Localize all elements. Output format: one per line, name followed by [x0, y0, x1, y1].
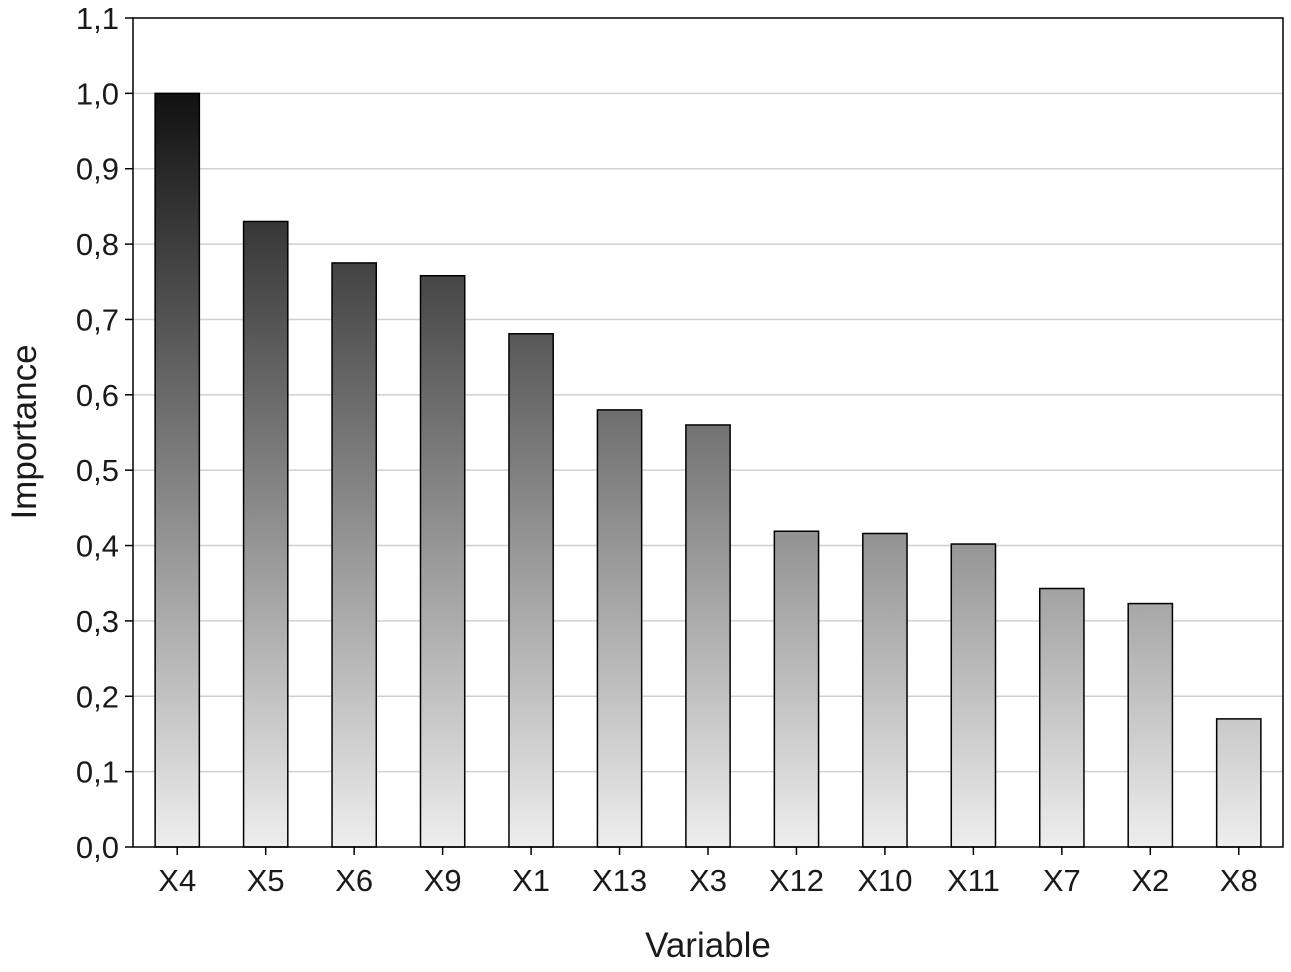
bar-x5 [242, 220, 289, 848]
bar-x13 [596, 409, 643, 848]
bar-x11 [950, 543, 997, 848]
y-tick-label: 0,0 [76, 830, 119, 865]
x-tick-label-x4: X4 [158, 863, 196, 898]
bar-x6 [331, 262, 378, 848]
y-axis-title: Importance [5, 344, 44, 519]
y-axis: 0,0 0,1 0,2 0,3 0,4 0,5 0,6 0,7 0,8 0,9 1,0 1,1 [76, 1, 133, 865]
y-tick-label: 0,2 [76, 679, 119, 714]
x-tick-label-x7: X7 [1043, 863, 1081, 898]
bar-x9 [419, 274, 466, 848]
bar-x2 [1127, 602, 1174, 848]
x-tick-label-x3: X3 [689, 863, 727, 898]
y-tick-label: 0,7 [76, 302, 119, 337]
x-axis: X4 X5 X6 X9 X1 X13 X3 X12 X10 X11 X7 X2 X8 [158, 847, 1258, 898]
y-tick-label: 0,1 [76, 755, 119, 790]
bar-x12 [773, 530, 820, 848]
y-tick-label: 1,1 [76, 1, 119, 36]
y-tick-label: 0,4 [76, 529, 119, 564]
x-tick-label-x5: X5 [247, 863, 285, 898]
x-tick-label-x11: X11 [947, 863, 1000, 898]
bar-x1 [508, 333, 554, 848]
x-tick-label-x13: X13 [592, 863, 647, 898]
bar-x8 [1215, 718, 1262, 848]
x-tick-label-x2: X2 [1131, 863, 1169, 898]
x-tick-label-x9: X9 [424, 863, 462, 898]
x-axis-title: Variable [645, 926, 771, 965]
y-tick-label: 0,3 [76, 604, 119, 639]
y-tick-label: 0,8 [76, 227, 119, 262]
bar-x7 [1038, 587, 1085, 848]
x-tick-label-x12: X12 [769, 863, 824, 898]
y-tick-label: 1,0 [76, 76, 119, 111]
x-tick-label-x1: X1 [512, 863, 550, 898]
x-tick-label-x6: X6 [335, 863, 373, 898]
bar-x4 [154, 92, 201, 848]
bar-x10 [862, 532, 908, 848]
x-tick-label-x8: X8 [1220, 863, 1258, 898]
x-tick-label-x10: X10 [857, 863, 912, 898]
y-tick-label: 0,6 [76, 378, 119, 413]
y-tick-label: 0,5 [76, 453, 119, 488]
bar-x3 [685, 424, 731, 848]
y-tick-label: 0,9 [76, 152, 119, 187]
